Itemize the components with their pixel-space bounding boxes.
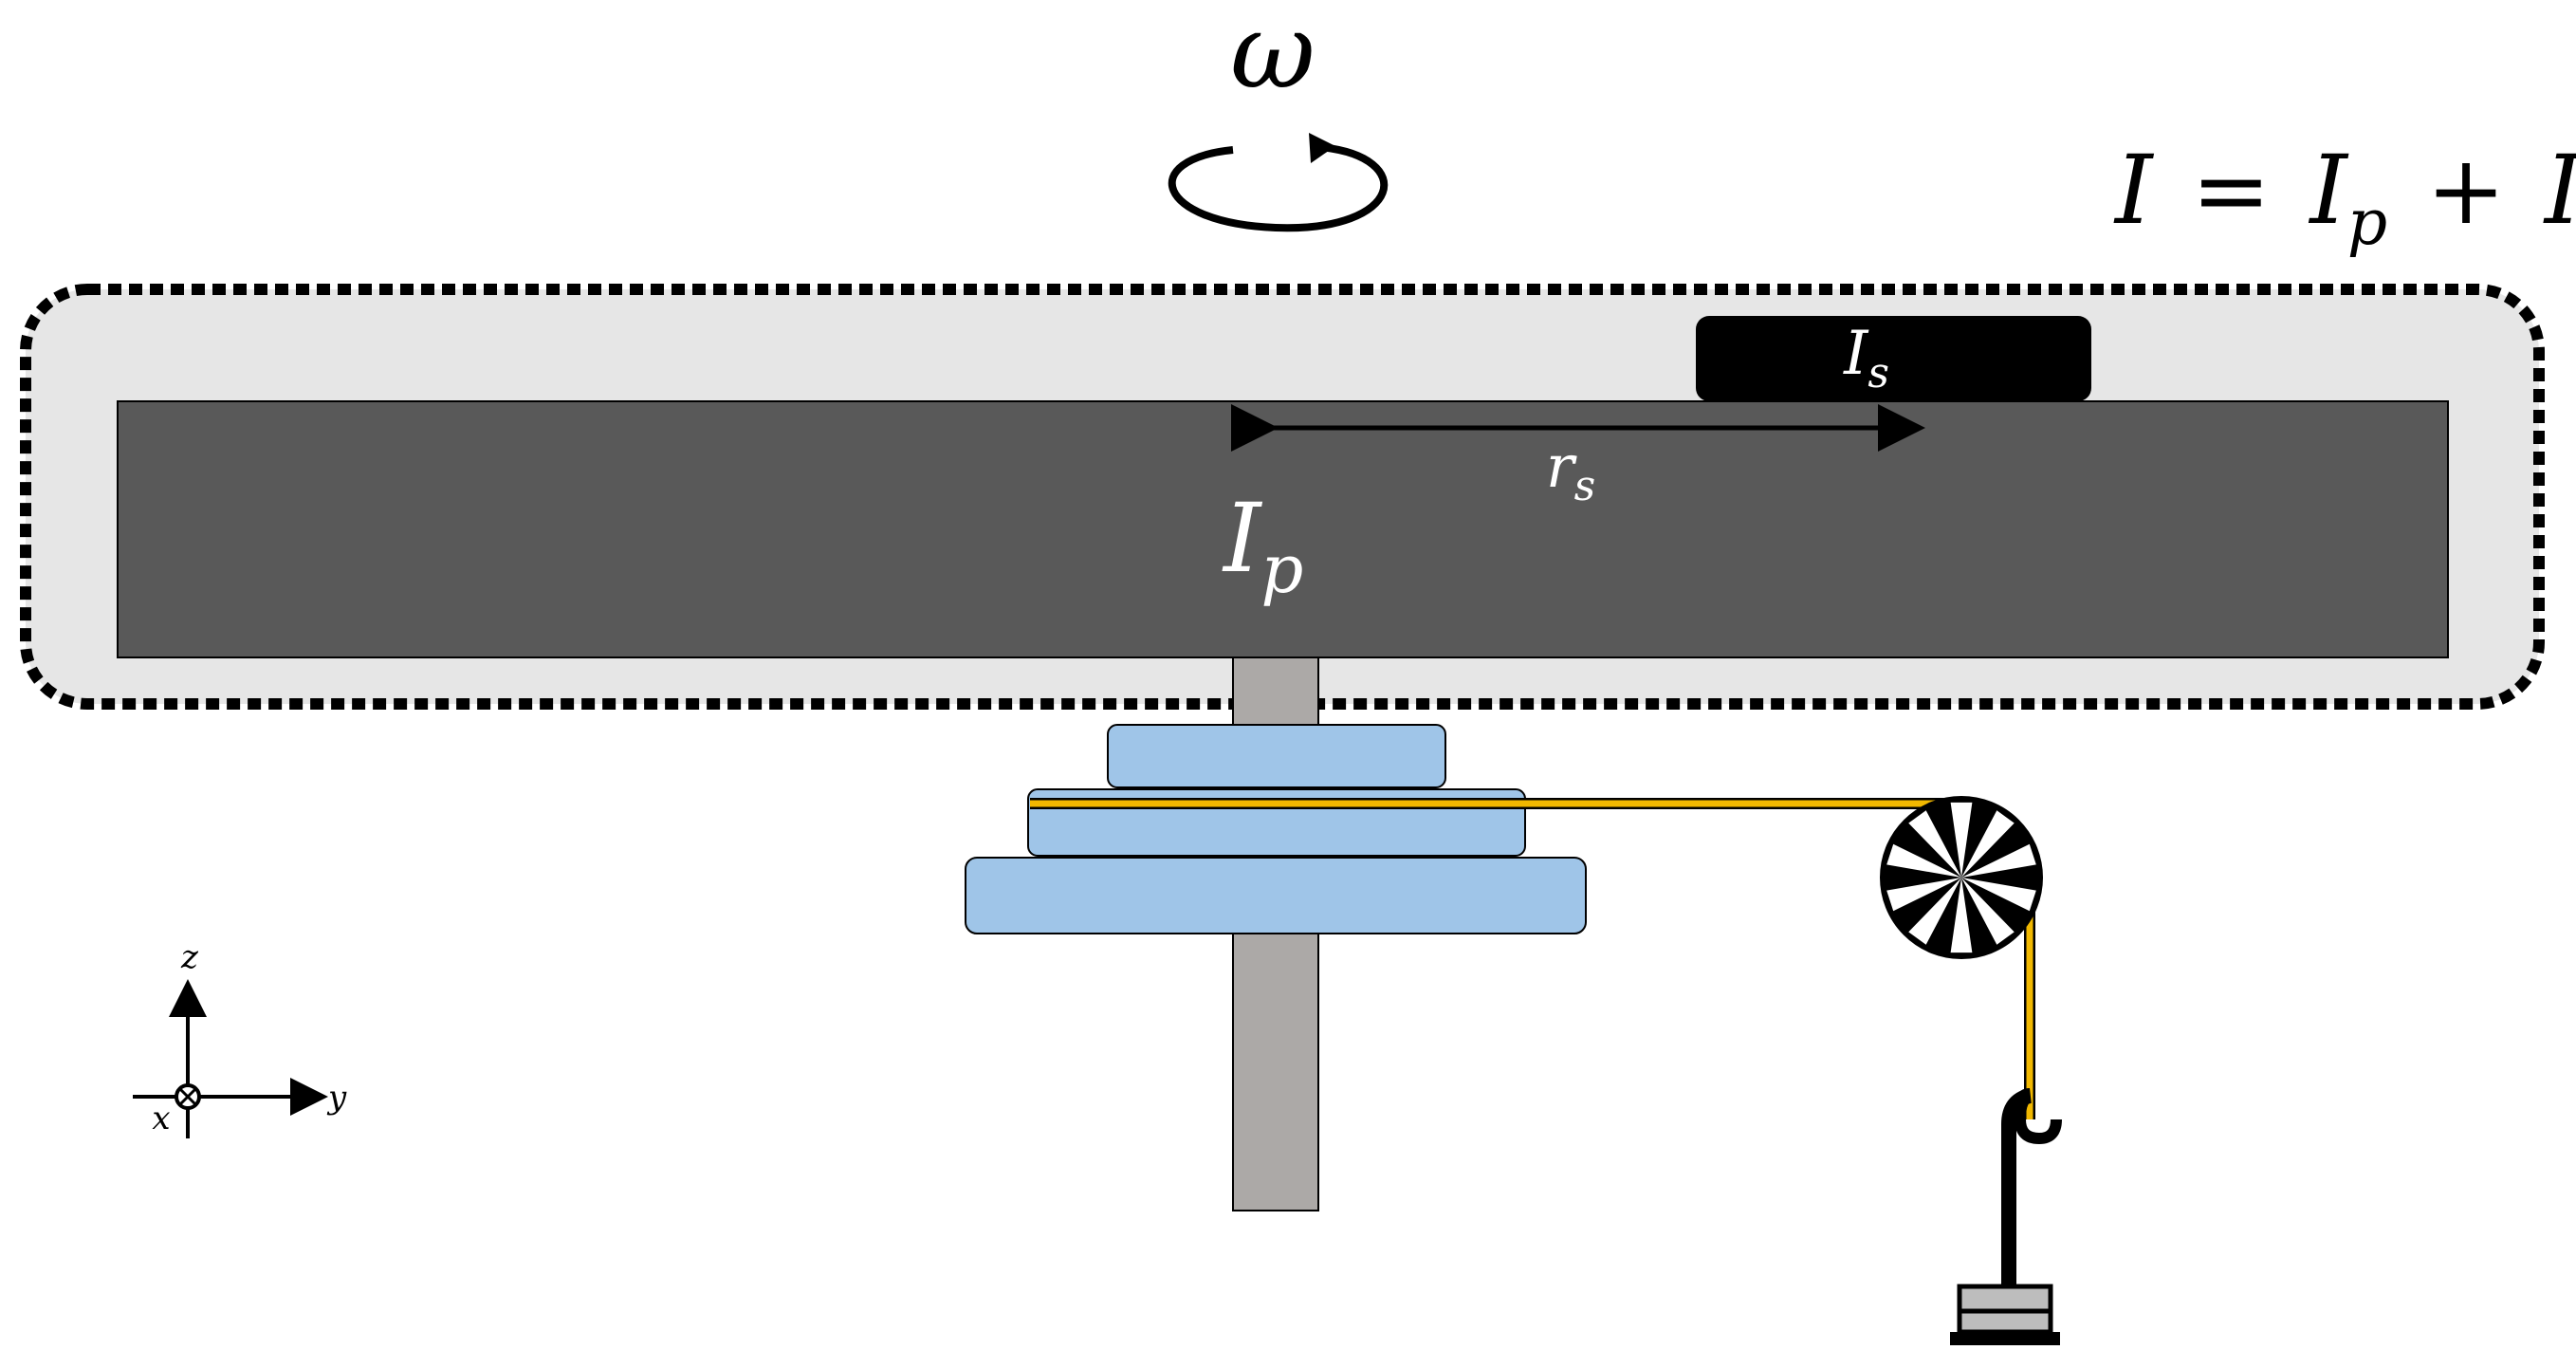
omega-label: ω (1230, 0, 1316, 112)
platform (117, 400, 2449, 658)
counterclockwise-arrow-icon (1168, 133, 1389, 232)
pulley-spoke (1950, 802, 1973, 878)
total-inertia-equation: I = Ip + Is (2113, 135, 2576, 265)
pulley-spoke (1908, 810, 1961, 878)
coordinate-axes-icon (133, 979, 328, 1138)
hook-stem (2001, 1088, 2033, 1288)
radius-label: rs (1546, 432, 1595, 510)
pulley-spoke (1908, 878, 1961, 945)
spoked-pulley-icon (1880, 796, 2043, 959)
weight-bottom (1957, 1308, 2053, 1335)
pulley-spoke (1961, 878, 2015, 945)
slotted-weight-icon (1950, 1088, 2062, 1345)
pulley-spoke (1961, 878, 2036, 912)
x-axis-cross-2 (178, 1087, 197, 1106)
weight-top (1957, 1284, 2053, 1314)
axis-z-label: z (180, 938, 199, 976)
axis-y-label: y (326, 1079, 347, 1117)
pulley-disk-top (1107, 724, 1446, 788)
pulley-spoke (1961, 843, 2036, 878)
platform-inertia-label: Ip (1222, 483, 1303, 608)
pulley-spoke (1886, 878, 1961, 912)
rotation-arc (1168, 143, 1389, 232)
axis-x-label: x (152, 1100, 170, 1137)
hook-curve (2015, 1119, 2062, 1145)
pulley-spoke (1961, 810, 2015, 878)
pulley-spoke (1886, 843, 1961, 878)
rotation-arrowhead (1309, 133, 1335, 163)
weight-base (1950, 1332, 2060, 1345)
hanger-rod (2001, 1124, 2016, 1290)
sample-inertia-label: Is (1843, 319, 1889, 398)
pulley-disk-bottom (965, 857, 1587, 934)
sample-block (1696, 316, 2091, 401)
pulley-spoke (1950, 878, 1973, 953)
